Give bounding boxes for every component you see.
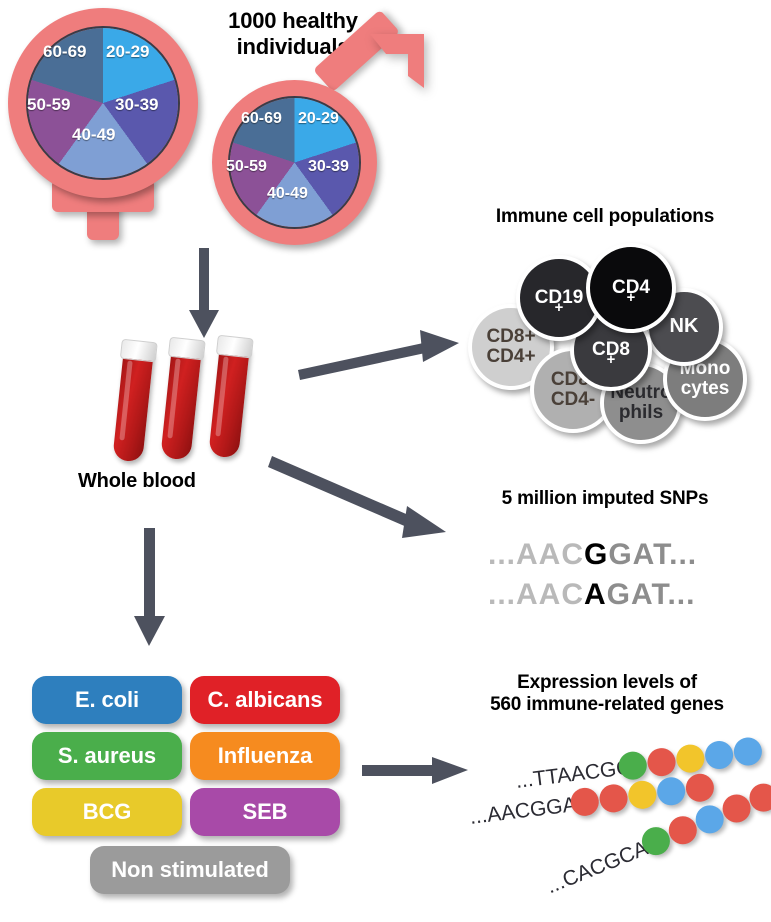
immune-cell-cd8pos-cd4pos: CD8+ CD4+ [468, 304, 554, 390]
pie-label-60-69: 60-69 [241, 110, 282, 127]
tube-body [112, 348, 154, 463]
cell-label-line: CD4+ [486, 346, 536, 367]
pie-label-30-39: 30-39 [308, 158, 349, 175]
expression-bead [703, 739, 735, 771]
arrow-cohort-to-blood [189, 248, 219, 338]
pie-slice-60-69 [28, 28, 178, 178]
expression-bead [684, 772, 716, 804]
snp-sequence-row: ...AACAGAT... [488, 578, 695, 612]
expression-bead [645, 746, 678, 778]
male-symbol: 20-29 30-39 40-49 50-59 60-69 [203, 9, 433, 248]
stimulation-box-c-albicans[interactable]: C. albicans [190, 676, 340, 724]
stimulation-label: E. coli [74, 687, 140, 712]
tube-gloss [215, 356, 229, 437]
male-arrow-head [370, 34, 424, 88]
cell-label-line: cytes [680, 378, 730, 399]
expression-bead [626, 779, 658, 811]
pie-slice-60-69 [230, 98, 359, 227]
pie-label-20-29: 20-29 [106, 42, 150, 61]
expression-title-line-2: 560 immune-related genes [490, 694, 724, 716]
expression-title-line-1: Expression levels of [517, 672, 697, 693]
stimulation-label: BCG [82, 799, 132, 824]
stimulation-box-e-coli[interactable]: E. coli [32, 676, 182, 724]
expression-bead [655, 775, 687, 807]
tube-cap [215, 334, 254, 359]
stimulation-box-bcg[interactable]: BCG [32, 788, 182, 836]
stimulation-label: S. aureus [57, 743, 157, 768]
pie-label-60-69: 60-69 [43, 42, 87, 61]
tube-body [160, 346, 202, 461]
female-symbol: 20-29 30-39 40-49 50-59 60-69 [0, 0, 205, 250]
cell-label-line: Mono [679, 357, 731, 379]
pie-label-30-39: 30-39 [115, 95, 159, 114]
tube-gloss [119, 360, 133, 441]
tube-body [208, 344, 250, 459]
immune-cell-neutrophils: Neutro phils [600, 362, 682, 444]
immune-cell-nk: NK [645, 288, 723, 366]
stimulation-box-s-aureus[interactable]: S. aureus [32, 732, 182, 780]
tube-cap [119, 338, 158, 363]
expression-bead [732, 735, 764, 768]
arrow-blood-to-snps [268, 456, 446, 538]
immune-cell-cd8pos: CD8 + [570, 309, 652, 391]
cell-label-line: Neutro [610, 381, 672, 403]
expression-section-title: Expression levels of 560 immune-related … [452, 672, 762, 717]
stimulation-box-non-stimulated[interactable]: Non stimulated [90, 846, 290, 894]
pie-label-40-49: 40-49 [267, 185, 308, 202]
immune-cell-cd4pos: CD4 + [586, 243, 676, 333]
arrow-stimulation-to-expression [362, 757, 468, 784]
snp-prefix: ...AAC [488, 538, 584, 571]
cell-label-line: CD8+ [486, 325, 536, 347]
stimulation-box-influenza[interactable]: Influenza [190, 732, 340, 780]
snp-suffix: GAT... [608, 538, 698, 571]
page-title: 1000 healthy individuals [228, 8, 358, 59]
pie-label-40-49: 40-49 [72, 125, 116, 144]
cell-label-line: CD8- [550, 368, 596, 390]
immune-cell-monocytes: Mono cytes [663, 337, 747, 421]
cell-label-text: CD8 [591, 338, 630, 360]
male-age-pie [228, 96, 361, 229]
snp-suffix: GAT... [606, 578, 696, 611]
immune-cell-cd8neg-cd4neg: CD8- CD4- [530, 347, 616, 433]
snp-variant-allele: A [584, 578, 607, 611]
cell-label-line: NK [669, 315, 699, 338]
pie-label-20-29: 20-29 [298, 110, 339, 127]
stimulation-label: Influenza [217, 743, 313, 768]
stimulation-box-seb[interactable]: SEB [190, 788, 340, 836]
tube-gloss [167, 358, 181, 439]
snp-sequence-row: ...AACGGAT... [488, 538, 697, 572]
pie-label-50-59: 50-59 [226, 158, 267, 175]
immune-cell-cd19pos: CD19 + [516, 255, 602, 341]
cell-label-text: CD4 [611, 276, 650, 298]
arrow-blood-to-immune [298, 330, 459, 380]
cell-label-line: phils [618, 402, 664, 423]
female-age-pie [26, 26, 180, 180]
whole-blood-label: Whole blood [78, 470, 196, 492]
expression-bead [674, 742, 706, 775]
stimulation-label: SEB [242, 799, 288, 824]
arrow-blood-to-stimulation [134, 528, 165, 646]
expression-bead [597, 782, 630, 814]
snp-prefix: ...AAC [488, 578, 584, 611]
stimulation-label: C. albicans [207, 687, 323, 712]
cell-label-line: CD4- [550, 389, 596, 410]
pie-label-50-59: 50-59 [27, 95, 71, 114]
snp-variant-allele: G [584, 538, 609, 571]
tube-cap [167, 336, 206, 361]
stimulation-label: Non stimulated [111, 857, 269, 882]
cell-label-text: CD19 [534, 286, 584, 308]
immune-section-title: Immune cell populations [495, 206, 715, 227]
snps-section-title: 5 million imputed SNPs [501, 488, 709, 509]
